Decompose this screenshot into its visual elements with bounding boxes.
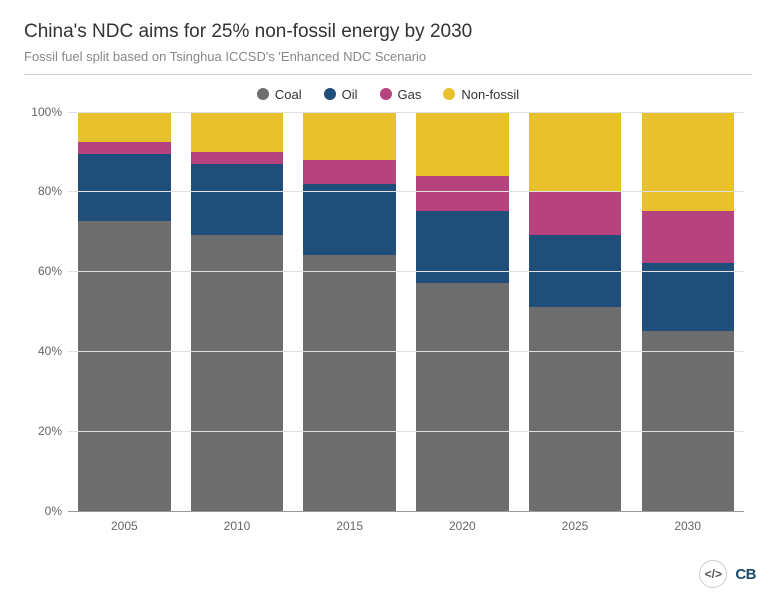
chart-title: China's NDC aims for 25% non-fossil ener… [24, 20, 752, 45]
gridline [68, 191, 744, 192]
legend-item-nonfossil[interactable]: Non-fossil [443, 87, 519, 102]
legend-swatch-gas [380, 88, 392, 100]
bar-2030[interactable] [642, 112, 734, 511]
legend-label-nonfossil: Non-fossil [461, 87, 519, 102]
segment-nonfossil[interactable] [529, 112, 621, 192]
bar-2010[interactable] [191, 112, 283, 511]
segment-gas[interactable] [642, 211, 734, 263]
segment-oil[interactable] [416, 211, 508, 283]
y-axis-label: 40% [24, 344, 62, 358]
segment-coal[interactable] [529, 307, 621, 510]
segment-gas[interactable] [191, 152, 283, 164]
legend-label-gas: Gas [398, 87, 422, 102]
bar-2015[interactable] [303, 112, 395, 511]
legend-swatch-oil [324, 88, 336, 100]
segment-coal[interactable] [416, 283, 508, 510]
bar-slot: 2025 [519, 112, 632, 511]
bar-slot: 2020 [406, 112, 519, 511]
chart-subtitle: Fossil fuel split based on Tsinghua ICCS… [24, 49, 752, 75]
brand-logo: CB [735, 566, 756, 583]
footer: </> CB [699, 560, 756, 588]
bar-2020[interactable] [416, 112, 508, 511]
gridline [68, 351, 744, 352]
segment-nonfossil[interactable] [303, 112, 395, 160]
chart-area: 200520102015202020252030 0%20%40%60%80%1… [68, 112, 744, 532]
y-axis-label: 100% [24, 105, 62, 119]
x-axis-label: 2005 [111, 519, 138, 533]
legend-swatch-nonfossil [443, 88, 455, 100]
segment-nonfossil[interactable] [642, 112, 734, 212]
gridline [68, 431, 744, 432]
segment-oil[interactable] [642, 263, 734, 331]
segment-coal[interactable] [78, 221, 170, 510]
plot-area: 200520102015202020252030 0%20%40%60%80%1… [68, 112, 744, 512]
legend-label-oil: Oil [342, 87, 358, 102]
segment-coal[interactable] [642, 331, 734, 511]
gridline [68, 271, 744, 272]
y-axis-label: 0% [24, 504, 62, 518]
x-axis-label: 2010 [224, 519, 251, 533]
legend-swatch-coal [257, 88, 269, 100]
y-axis-label: 80% [24, 184, 62, 198]
gridline [68, 112, 744, 113]
bars-container: 200520102015202020252030 [68, 112, 744, 511]
embed-icon[interactable]: </> [699, 560, 727, 588]
bar-2025[interactable] [529, 112, 621, 511]
legend-item-gas[interactable]: Gas [380, 87, 422, 102]
y-axis-label: 60% [24, 264, 62, 278]
bar-slot: 2015 [293, 112, 406, 511]
segment-gas[interactable] [78, 142, 170, 154]
x-axis-label: 2030 [674, 519, 701, 533]
bar-slot: 2010 [181, 112, 294, 511]
x-axis-label: 2015 [336, 519, 363, 533]
x-axis-label: 2025 [562, 519, 589, 533]
segment-gas[interactable] [529, 192, 621, 236]
segment-gas[interactable] [303, 160, 395, 184]
legend-label-coal: Coal [275, 87, 302, 102]
segment-nonfossil[interactable] [191, 112, 283, 152]
segment-nonfossil[interactable] [78, 112, 170, 142]
segment-oil[interactable] [191, 164, 283, 236]
segment-oil[interactable] [303, 184, 395, 256]
legend-item-oil[interactable]: Oil [324, 87, 358, 102]
legend: Coal Oil Gas Non-fossil [24, 87, 752, 102]
y-axis-label: 20% [24, 424, 62, 438]
bar-slot: 2030 [631, 112, 744, 511]
legend-item-coal[interactable]: Coal [257, 87, 302, 102]
bar-2005[interactable] [78, 112, 170, 511]
segment-oil[interactable] [78, 154, 170, 222]
segment-coal[interactable] [303, 255, 395, 510]
segment-coal[interactable] [191, 235, 283, 510]
bar-slot: 2005 [68, 112, 181, 511]
segment-nonfossil[interactable] [416, 112, 508, 176]
segment-gas[interactable] [416, 176, 508, 212]
x-axis-label: 2020 [449, 519, 476, 533]
